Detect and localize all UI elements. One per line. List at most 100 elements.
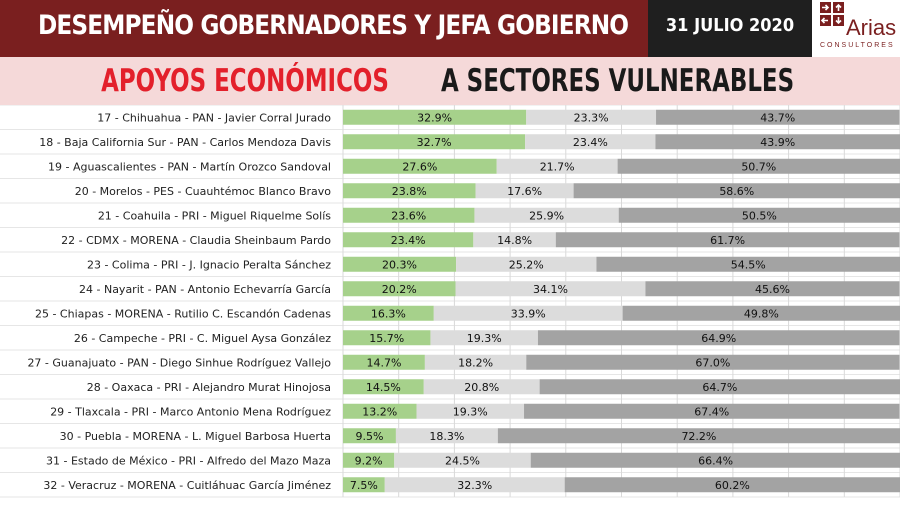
bar-segment xyxy=(475,183,574,199)
data-label: 14.5% xyxy=(366,381,401,394)
subtitle-rest: A SECTORES VULNERABLES xyxy=(440,63,794,99)
data-label: 9.2% xyxy=(355,454,383,467)
bar-segment xyxy=(622,305,900,321)
bar-segment xyxy=(596,256,900,272)
data-label: 9.5% xyxy=(355,430,383,443)
category-label: 22 - CDMX - MORENA - Claudia Sheinbaum P… xyxy=(61,234,331,247)
data-label: 50.5% xyxy=(742,209,777,222)
data-label: 23.4% xyxy=(391,234,426,247)
bar-segment xyxy=(525,134,656,150)
page-title: DESEMPEÑO GOBERNADORES Y JEFA GOBIERNO xyxy=(38,10,629,41)
bar-segment xyxy=(537,330,900,346)
bar-segment xyxy=(384,477,565,493)
data-label: 72.2% xyxy=(681,430,716,443)
bar-segment xyxy=(343,305,434,321)
category-label: 21 - Coahuila - PRI - Miguel Riquelme So… xyxy=(98,209,331,222)
logo-subtitle: CONSULTORES xyxy=(820,42,895,49)
data-label: 25.9% xyxy=(529,209,564,222)
data-label: 23.6% xyxy=(391,209,426,222)
category-label: 32 - Veracruz - MORENA - Cuitláhuac Garc… xyxy=(43,479,331,492)
category-label: 31 - Estado de México - PRI - Alfredo de… xyxy=(46,454,331,467)
bar-segment xyxy=(423,379,540,395)
bar-segment xyxy=(430,330,538,346)
bar-segment xyxy=(617,158,900,174)
data-label: 27.6% xyxy=(402,160,437,173)
data-label: 15.7% xyxy=(369,332,404,345)
bar-segment xyxy=(564,477,900,493)
bar-segment xyxy=(343,452,395,468)
category-label: 28 - Oaxaca - PRI - Alejandro Murat Hino… xyxy=(87,381,331,394)
data-label: 25.2% xyxy=(509,258,544,271)
data-label: 18.3% xyxy=(429,430,464,443)
data-label: 64.7% xyxy=(702,381,737,394)
data-label: 60.2% xyxy=(715,479,750,492)
data-label: 16.3% xyxy=(371,307,406,320)
bar-segment xyxy=(343,477,385,493)
bar-segment xyxy=(343,379,424,395)
category-label: 24 - Nayarit - PAN - Antonio Echevarría … xyxy=(79,283,331,296)
bar-segment xyxy=(496,158,618,174)
bar-segment xyxy=(343,158,497,174)
bar-segment xyxy=(424,354,527,370)
data-label: 13.2% xyxy=(362,405,397,418)
category-label: 26 - Campeche - PRI - C. Miguel Aysa Gon… xyxy=(74,332,331,345)
data-label: 14.7% xyxy=(366,356,401,369)
data-label: 20.3% xyxy=(382,258,417,271)
bar-segment xyxy=(473,232,556,248)
data-label: 64.9% xyxy=(701,332,736,345)
bar-segment xyxy=(343,330,431,346)
category-label: 29 - Tlaxcala - PRI - Marco Antonio Mena… xyxy=(50,405,331,418)
bar-segment xyxy=(343,256,457,272)
bar-segment xyxy=(539,379,900,395)
bar-segment xyxy=(526,354,900,370)
category-label: 18 - Baja California Sur - PAN - Carlos … xyxy=(39,136,331,149)
bar-segment xyxy=(655,134,900,150)
category-label: 17 - Chihuahua - PAN - Javier Corral Jur… xyxy=(97,111,331,124)
bar-segment xyxy=(343,232,474,248)
bar-segment xyxy=(497,428,900,444)
data-label: 32.3% xyxy=(457,479,492,492)
bar-segment xyxy=(455,281,646,297)
data-label: 23.8% xyxy=(392,185,427,198)
data-label: 32.9% xyxy=(417,111,452,124)
data-label: 19.3% xyxy=(453,405,488,418)
chart-subtitle: APOYOS ECONÓMICOS A SECTORES VULNERABLES xyxy=(0,61,900,101)
data-label: 19.3% xyxy=(467,332,502,345)
data-label: 66.4% xyxy=(698,454,733,467)
bar-segment xyxy=(656,109,900,125)
bar-segment xyxy=(433,305,623,321)
bar-segment xyxy=(526,109,657,125)
data-label: 54.5% xyxy=(731,258,766,271)
category-label: 30 - Puebla - MORENA - L. Miguel Barbosa… xyxy=(60,430,331,443)
bar-segment xyxy=(343,207,475,223)
logo-name: Arias xyxy=(846,15,897,40)
data-label: 21.7% xyxy=(540,160,575,173)
category-label: 20 - Morelos - PES - Cuauhtémoc Blanco B… xyxy=(75,185,332,198)
stacked-bar-chart: 17 - Chihuahua - PAN - Javier Corral Jur… xyxy=(0,105,900,498)
data-label: 67.0% xyxy=(695,356,730,369)
bar-segment xyxy=(343,134,526,150)
data-label: 45.6% xyxy=(755,283,790,296)
data-label: 7.5% xyxy=(350,479,378,492)
bar-segment xyxy=(524,403,900,419)
data-label: 32.7% xyxy=(417,136,452,149)
data-label: 14.8% xyxy=(497,234,532,247)
arias-logo-icon xyxy=(820,2,844,26)
bar-segment xyxy=(618,207,900,223)
data-label: 20.2% xyxy=(382,283,417,296)
data-label: 23.3% xyxy=(574,111,609,124)
bar-segment xyxy=(343,109,527,125)
data-label: 33.9% xyxy=(511,307,546,320)
bar-segment xyxy=(456,256,597,272)
subtitle-highlight: APOYOS ECONÓMICOS xyxy=(100,63,389,99)
bar-segment xyxy=(395,428,498,444)
data-label: 61.7% xyxy=(710,234,745,247)
bar-segment xyxy=(573,183,900,199)
bar-segment xyxy=(645,281,900,297)
category-label: 27 - Guanajuato - PAN - Diego Sinhue Rod… xyxy=(27,356,331,369)
bar-segment xyxy=(343,354,425,370)
bar-segment xyxy=(474,207,619,223)
bar-segment xyxy=(343,183,476,199)
data-label: 49.8% xyxy=(744,307,779,320)
category-label: 19 - Aguascalientes - PAN - Martín Orozc… xyxy=(48,160,331,173)
